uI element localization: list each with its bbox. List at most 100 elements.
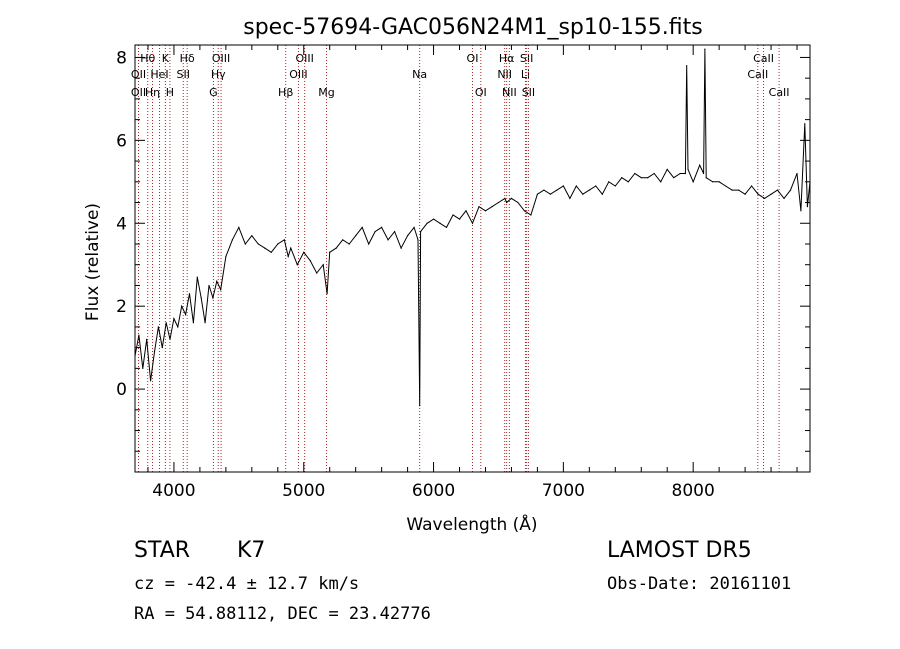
data-point-0-31 — [277, 243, 279, 245]
data-point-0-99 — [684, 172, 686, 175]
x-tick-label-6000: 6000 — [412, 481, 455, 501]
data-point-0-118 — [783, 197, 785, 199]
line-label-25: CaII — [753, 52, 774, 65]
object-class: STAR — [134, 538, 191, 563]
line-label-5: HeI — [150, 68, 168, 81]
data-point-0-85 — [595, 185, 597, 187]
x-tick-label-4000: 4000 — [152, 481, 195, 501]
data-point-0-6 — [157, 326, 159, 328]
data-point-0-9 — [169, 338, 171, 340]
data-point-0-98 — [679, 172, 681, 175]
data-point-0-65 — [471, 222, 474, 224]
data-point-0-88 — [614, 185, 616, 187]
data-point-0-32 — [283, 239, 285, 241]
line-label-14: Hβ — [278, 86, 293, 99]
data-point-0-7 — [161, 347, 163, 349]
y-axis-label: Flux (relative) — [83, 203, 103, 321]
data-point-0-93 — [647, 177, 649, 179]
data-point-0-122 — [804, 123, 806, 125]
data-point-0-70 — [504, 197, 506, 199]
x-tick-label-7000: 7000 — [542, 481, 585, 501]
data-point-0-48 — [374, 230, 376, 233]
data-point-0-3 — [146, 338, 148, 340]
y-tick-label-2: 2 — [116, 297, 127, 317]
line-label-2: OII — [131, 86, 146, 99]
line-label-21: NII — [502, 86, 517, 99]
ra-dec-coordinates: RA = 54.88112, DEC = 23.42776 — [134, 604, 431, 624]
data-point-0-56 — [419, 405, 421, 407]
y-tick-label-6: 6 — [116, 131, 127, 151]
data-point-0-13 — [185, 313, 187, 316]
data-point-0-110 — [731, 189, 733, 191]
data-point-0-21 — [216, 280, 218, 282]
data-point-0-24 — [231, 239, 233, 241]
data-point-0-44 — [348, 243, 350, 245]
data-point-0-45 — [355, 235, 357, 237]
data-point-0-64 — [465, 210, 467, 212]
data-point-0-52 — [400, 247, 402, 249]
data-point-0-26 — [244, 243, 246, 245]
data-point-0-96 — [666, 168, 668, 170]
line-label-13: OIII — [289, 68, 307, 81]
data-point-0-62 — [452, 214, 454, 216]
data-point-0-68 — [491, 206, 493, 208]
data-point-0-113 — [750, 185, 753, 187]
y-tick-label-4: 4 — [116, 214, 127, 234]
data-point-0-35 — [296, 264, 298, 266]
data-point-0-76 — [536, 193, 539, 195]
data-point-0-42 — [335, 247, 337, 249]
plot-frame — [134, 44, 811, 473]
data-point-0-123 — [806, 206, 809, 208]
data-point-0-22 — [220, 288, 222, 291]
data-point-0-11 — [177, 326, 179, 328]
line-label-8: SII — [177, 68, 190, 81]
data-point-0-101 — [687, 168, 689, 170]
data-point-0-23 — [225, 255, 227, 258]
data-point-0-100 — [686, 65, 688, 67]
data-point-0-20 — [212, 297, 214, 299]
data-point-0-78 — [549, 193, 551, 195]
data-point-0-8 — [165, 322, 167, 324]
survey-name: LAMOST DR5 — [607, 538, 752, 563]
object-subclass: K7 — [237, 538, 266, 563]
data-point-0-108 — [718, 181, 720, 183]
line-label-7: Hδ — [180, 52, 195, 65]
data-point-0-115 — [763, 197, 766, 199]
axes-layer: 4000 5000 6000 7000 8000 0 2 4 6 8 — [116, 44, 811, 501]
data-point-0-112 — [744, 193, 746, 195]
y-tick-label-8: 8 — [116, 48, 127, 68]
data-point-0-97 — [673, 177, 675, 179]
data-point-0-82 — [575, 185, 577, 187]
data-point-0-34 — [290, 247, 292, 249]
line-label-23: Li — [521, 68, 530, 81]
data-point-0-77 — [543, 189, 545, 191]
data-point-0-17 — [200, 297, 202, 299]
data-point-0-36 — [303, 251, 305, 253]
data-point-0-87 — [608, 181, 610, 183]
data-point-0-19 — [208, 284, 210, 287]
data-point-0-106 — [705, 177, 707, 179]
data-point-0-116 — [770, 193, 772, 195]
line-label-18: OI — [475, 86, 487, 99]
data-point-0-59 — [432, 218, 435, 220]
line-label-19: Hα — [499, 52, 515, 65]
x-tick-label-5000: 5000 — [282, 481, 325, 501]
data-point-0-121 — [800, 210, 802, 212]
data-point-0-1 — [138, 334, 140, 336]
data-point-0-95 — [660, 181, 662, 183]
data-point-0-91 — [634, 172, 636, 175]
data-point-0-60 — [439, 222, 441, 224]
series-layer — [134, 48, 811, 407]
data-point-0-83 — [582, 193, 584, 195]
data-point-0-14 — [188, 293, 191, 295]
data-point-0-2 — [142, 367, 144, 369]
data-point-0-107 — [712, 181, 714, 183]
data-point-0-102 — [692, 181, 694, 183]
data-point-0-67 — [484, 210, 487, 212]
data-point-0-54 — [413, 226, 415, 229]
data-point-0-89 — [621, 177, 623, 179]
data-point-0-29 — [264, 247, 266, 249]
data-point-0-73 — [517, 201, 519, 204]
